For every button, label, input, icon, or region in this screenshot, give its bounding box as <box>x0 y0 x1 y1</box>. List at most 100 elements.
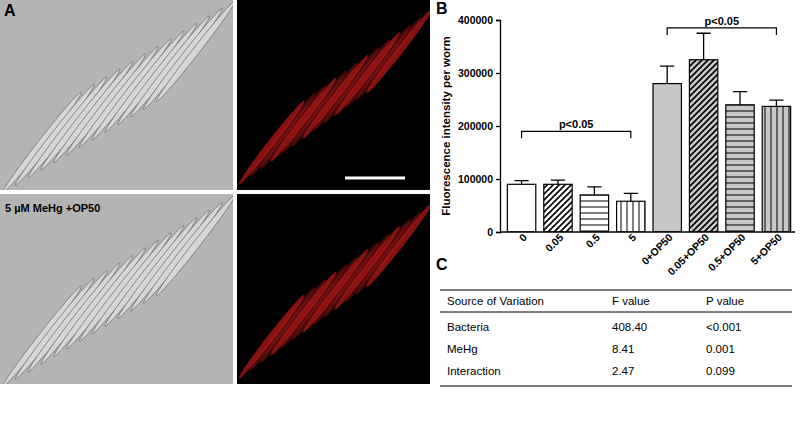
error-bar-line <box>769 100 783 106</box>
worm <box>332 30 403 118</box>
error-bar <box>624 193 638 201</box>
table-cell: 408.40 <box>612 321 647 333</box>
x-tick: 5 <box>626 231 639 244</box>
x-tick-label: 0.05 <box>543 231 566 254</box>
error-bar-line <box>551 180 565 184</box>
y-tick: 400000 <box>458 14 500 26</box>
micrograph <box>0 194 233 384</box>
image-caption: 5 µM MeHg +OP50 <box>5 202 100 214</box>
significance-label: p<0.05 <box>559 118 594 130</box>
error-bar-line <box>660 66 674 83</box>
annotations: p<0.05 p<0.05 <box>522 15 777 138</box>
worm <box>115 21 199 126</box>
worm <box>353 15 424 103</box>
table-header: F value <box>612 295 650 307</box>
panel-label: C <box>436 256 448 273</box>
error-bar <box>587 187 601 195</box>
x-tick-label: 0.5+OP50 <box>705 231 747 273</box>
bar <box>617 201 645 232</box>
y-tick: 100000 <box>458 173 500 185</box>
worm <box>128 208 212 313</box>
worm <box>141 200 225 305</box>
error-bar-line <box>514 181 528 185</box>
y-tick-mark <box>496 232 500 233</box>
table-cell: MeHg <box>447 343 478 355</box>
image-background <box>0 0 233 190</box>
error-bar <box>551 180 565 184</box>
y-tick-mark <box>496 126 500 127</box>
x-tick-label: 5 <box>626 231 639 244</box>
worm <box>342 217 413 305</box>
table-cell: 8.41 <box>612 343 634 355</box>
error-bar <box>514 181 528 185</box>
error-bar-line <box>733 92 747 105</box>
plot-area <box>507 33 790 232</box>
table-cell: Interaction <box>447 365 501 377</box>
worm <box>115 215 199 320</box>
worm <box>364 201 430 289</box>
x-tick: 5+OP50 <box>748 231 784 267</box>
x-tick: 0 <box>516 231 529 244</box>
y-axis-title: Fluorescence intensity per worm <box>440 36 452 216</box>
y-tick-label: 200000 <box>458 120 493 132</box>
significance-bracket <box>667 28 776 35</box>
error-bar <box>660 66 674 83</box>
y-axis: 0 100000 200000 300000 400000 <box>458 14 501 238</box>
error-bar <box>769 100 783 106</box>
x-tick-label: 0+OP50 <box>639 231 675 267</box>
worm <box>321 38 392 126</box>
x-tick-label: 0 <box>516 231 529 244</box>
x-tick: 0+OP50 <box>639 231 675 267</box>
table-cell: 0.099 <box>706 365 735 377</box>
y-tick-label: 400000 <box>458 14 493 26</box>
bar <box>726 105 754 232</box>
y-tick: 200000 <box>458 120 500 132</box>
table-header: P value <box>706 295 744 307</box>
x-axis-line <box>500 231 795 232</box>
worm <box>353 209 424 297</box>
panel-a: A5 µM MeHg +OP50 <box>0 0 435 389</box>
worm <box>332 224 403 312</box>
panel-b: B Fluorescence intensity per worm 0 100000 2… <box>436 0 795 277</box>
panel-label: B <box>436 0 448 17</box>
error-bar-line <box>697 33 711 60</box>
figure: A5 µM MeHg +OP50B Fluorescence intensity … <box>0 0 800 423</box>
y-tick-label: 300000 <box>458 67 493 79</box>
panel-c: CSource of VariationF valueP valueBacter… <box>436 256 792 386</box>
table-rule <box>440 290 792 291</box>
y-tick-mark <box>496 73 500 74</box>
x-tick: 0.5+OP50 <box>705 231 747 273</box>
worm <box>364 7 430 95</box>
worm <box>141 6 225 111</box>
bar <box>653 84 681 232</box>
x-tick: 0.05+OP50 <box>665 231 711 277</box>
significance-label: p<0.05 <box>705 15 740 27</box>
table-cell: <0.001 <box>706 321 742 333</box>
bar <box>507 184 535 232</box>
worm <box>154 0 233 104</box>
table-cell: 2.47 <box>612 365 634 377</box>
bar <box>580 195 608 232</box>
table-rule <box>440 312 792 313</box>
y-tick-label: 100000 <box>458 173 493 185</box>
x-axis: 0 0.05 0.5 50+OP500.05+OP500.5+OP505+OP50 <box>500 231 795 277</box>
worm <box>154 194 233 298</box>
bar <box>762 106 790 232</box>
image-background <box>0 194 233 384</box>
bar <box>544 184 572 232</box>
x-tick-label: 0.5 <box>583 231 602 250</box>
error-bar <box>697 33 711 60</box>
worm <box>321 232 392 320</box>
error-bar <box>733 92 747 105</box>
table-cell: 0.001 <box>706 343 735 355</box>
micrograph <box>237 194 430 384</box>
y-tick-mark <box>496 20 500 21</box>
scale-bar <box>345 177 405 180</box>
table-cell: Bacteria <box>447 321 490 333</box>
error-bar-line <box>587 187 601 195</box>
x-tick-label: 5+OP50 <box>748 231 784 267</box>
image-background <box>237 194 430 384</box>
y-tick-mark <box>496 179 500 180</box>
y-tick: 0 <box>487 226 500 238</box>
x-tick: 0.05 <box>543 231 566 254</box>
